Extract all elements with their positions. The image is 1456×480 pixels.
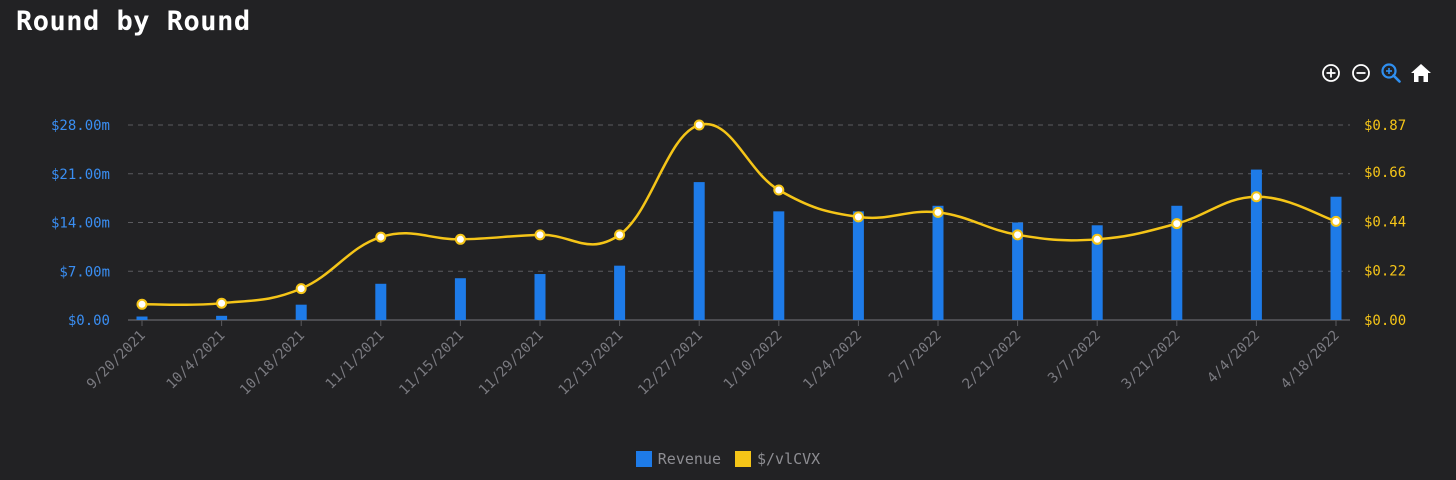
revenue-bar[interactable] bbox=[852, 211, 864, 320]
x-tick-label: 10/4/2021 bbox=[163, 328, 228, 393]
revenue-bar[interactable] bbox=[693, 182, 705, 320]
price-point[interactable] bbox=[136, 298, 148, 310]
x-tick-label: 11/29/2021 bbox=[476, 328, 547, 399]
revenue-bar[interactable] bbox=[534, 274, 546, 320]
price-point[interactable] bbox=[375, 231, 387, 243]
revenue-bar[interactable] bbox=[454, 278, 466, 320]
revenue-bar[interactable] bbox=[136, 316, 148, 320]
price-point[interactable] bbox=[614, 229, 626, 241]
right-axis-tick: $0.87 bbox=[1364, 118, 1406, 134]
revenue-bar[interactable] bbox=[295, 304, 307, 320]
price-point[interactable] bbox=[534, 229, 546, 241]
x-tick-label: 4/18/2022 bbox=[1278, 328, 1343, 393]
legend-label-price: $/vlCVX bbox=[757, 450, 821, 468]
x-tick-label: 2/7/2022 bbox=[886, 328, 945, 387]
left-axis-tick: $14.00m bbox=[51, 216, 110, 232]
price-point[interactable] bbox=[1091, 233, 1103, 245]
x-tick-label: 10/18/2021 bbox=[237, 328, 308, 399]
chart-toolbar bbox=[1320, 62, 1432, 84]
left-axis-tick: $28.00m bbox=[51, 118, 110, 134]
price-line bbox=[141, 122, 1337, 307]
price-point[interactable] bbox=[1171, 218, 1183, 230]
zoom-in-icon[interactable] bbox=[1320, 62, 1342, 84]
revenue-bar[interactable] bbox=[216, 315, 228, 320]
left-axis-tick: $0.00 bbox=[68, 313, 110, 329]
legend-item-price[interactable]: $/vlCVX bbox=[735, 450, 820, 468]
left-axis-tick: $7.00m bbox=[59, 264, 110, 280]
x-tick-label: 3/21/2022 bbox=[1119, 328, 1184, 393]
x-tick-label: 12/27/2021 bbox=[635, 328, 706, 399]
price-point[interactable] bbox=[1012, 229, 1024, 241]
revenue-bar[interactable] bbox=[614, 265, 626, 320]
price-point[interactable] bbox=[932, 206, 944, 218]
revenue-bar[interactable] bbox=[375, 283, 387, 320]
price-point[interactable] bbox=[454, 233, 466, 245]
x-tick-label: 12/13/2021 bbox=[556, 328, 627, 399]
right-axis-tick: $0.00 bbox=[1364, 313, 1406, 329]
right-axis: $0.00 $0.22 $0.44 $0.66 $0.87 bbox=[1364, 118, 1406, 329]
x-tick-label: 1/24/2022 bbox=[800, 328, 865, 393]
x-tick-label: 2/21/2022 bbox=[959, 328, 1024, 393]
revenue-swatch bbox=[635, 451, 652, 467]
legend-label-revenue: Revenue bbox=[657, 450, 721, 468]
price-point[interactable] bbox=[773, 184, 785, 196]
revenue-bar[interactable] bbox=[1091, 225, 1103, 320]
x-tick-label: 4/4/2022 bbox=[1204, 328, 1263, 387]
home-reset-icon[interactable] bbox=[1410, 62, 1432, 84]
price-line-layer bbox=[136, 119, 1342, 310]
revenue-bar[interactable] bbox=[932, 205, 944, 320]
grid-layer bbox=[128, 124, 1350, 321]
price-point[interactable] bbox=[216, 297, 228, 309]
left-axis-tick: $21.00m bbox=[51, 167, 110, 183]
x-tick-label: 3/7/2022 bbox=[1045, 328, 1104, 387]
price-point[interactable] bbox=[1330, 215, 1342, 227]
price-point[interactable] bbox=[693, 119, 705, 131]
price-point[interactable] bbox=[295, 283, 307, 295]
legend: Revenue $/vlCVX bbox=[0, 450, 1456, 468]
zoom-out-icon[interactable] bbox=[1350, 62, 1372, 84]
price-swatch bbox=[735, 451, 751, 467]
revenue-bar[interactable] bbox=[773, 211, 785, 320]
x-tick-label: 1/10/2022 bbox=[721, 328, 786, 393]
price-point[interactable] bbox=[852, 211, 864, 223]
revenue-bars bbox=[136, 169, 1342, 321]
combo-chart: $0.00$7.00m$14.00m$21.00m$28.00m $0.00$0… bbox=[51, 118, 1406, 398]
zoom-select-icon[interactable] bbox=[1380, 62, 1402, 84]
x-tick-label: 11/1/2021 bbox=[323, 328, 388, 393]
price-point[interactable] bbox=[1250, 191, 1262, 203]
legend-item-revenue[interactable]: Revenue bbox=[635, 450, 721, 468]
revenue-bar[interactable] bbox=[1330, 196, 1342, 320]
revenue-bar[interactable] bbox=[1171, 205, 1183, 320]
revenue-bar[interactable] bbox=[1012, 222, 1024, 321]
left-axis: $0.00 $7.00m $14.00m $21.00m $28.00m bbox=[51, 118, 110, 329]
right-axis-tick: $0.22 bbox=[1364, 264, 1406, 280]
revenue-bar[interactable] bbox=[1250, 169, 1262, 320]
chart-title: Round by Round bbox=[16, 6, 251, 37]
x-tick-label: 11/15/2021 bbox=[396, 328, 467, 399]
x-axis: 9/20/2021 10/4/2021 10/18/2021 11/1/2021 11/… bbox=[84, 320, 1343, 398]
x-tick-label: 9/20/2021 bbox=[84, 328, 149, 393]
right-axis-tick: $0.66 bbox=[1364, 165, 1406, 181]
right-axis-tick: $0.44 bbox=[1364, 214, 1406, 230]
